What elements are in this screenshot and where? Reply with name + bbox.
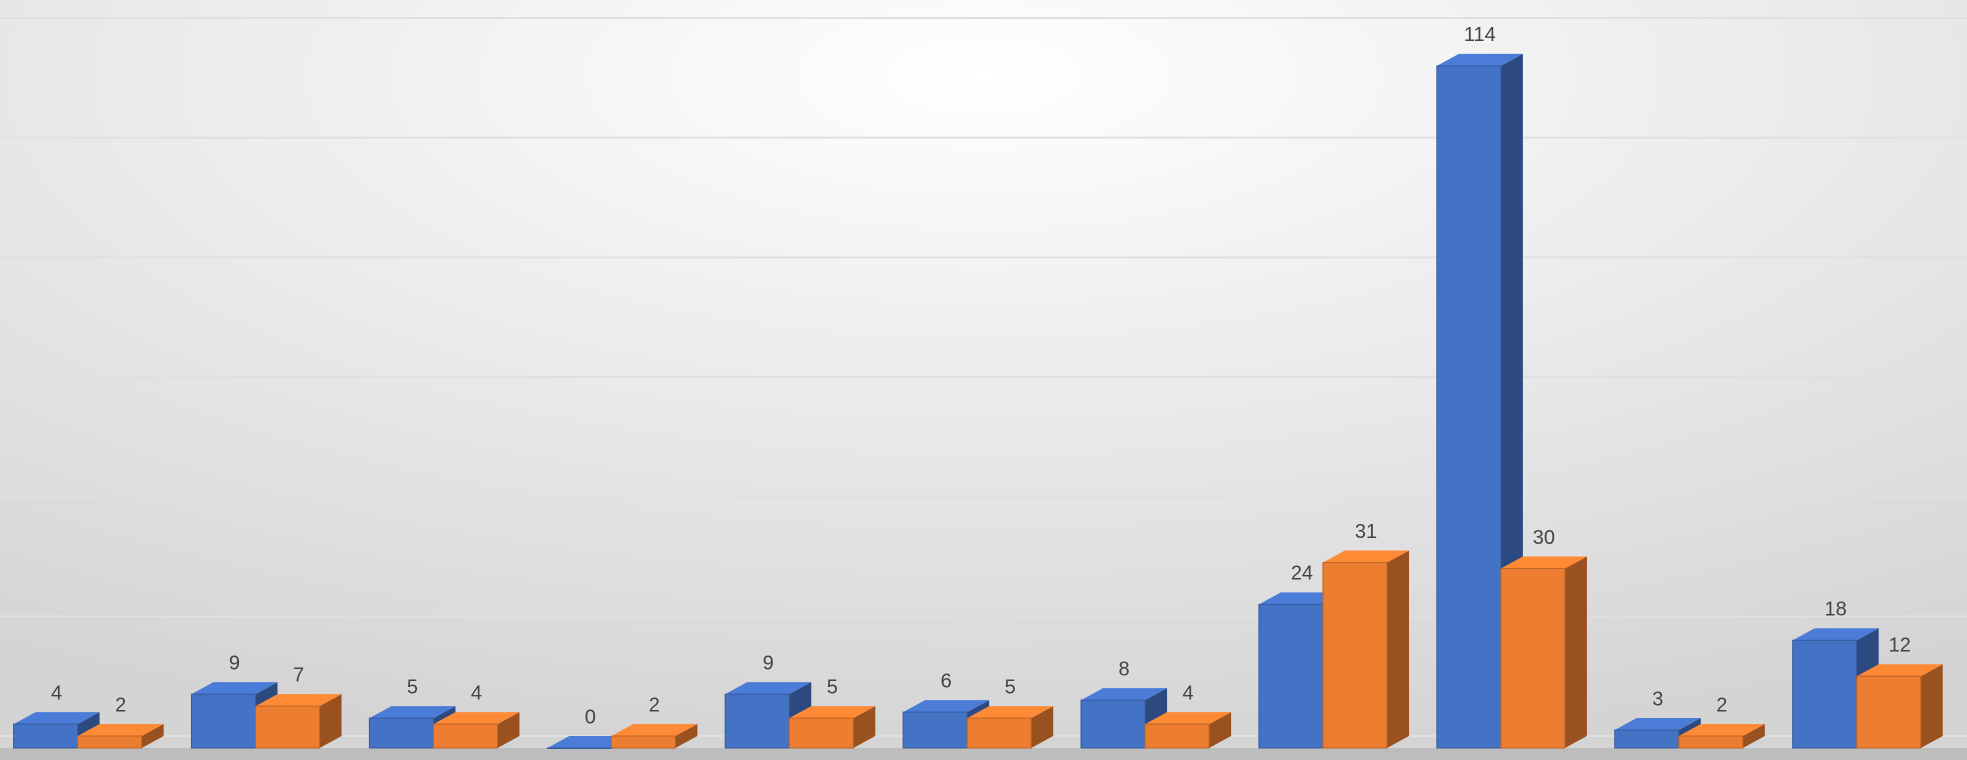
bar-top	[1436, 53, 1523, 66]
data-label: 6	[941, 670, 952, 692]
bar	[77, 735, 143, 749]
data-label: 0	[585, 706, 596, 728]
bar	[1856, 675, 1922, 749]
bar	[1144, 723, 1210, 749]
data-label: 31	[1355, 521, 1377, 543]
bar-side	[141, 724, 164, 748]
data-label: 4	[1183, 682, 1194, 704]
data-label: 7	[293, 664, 304, 686]
bar-side	[1387, 550, 1410, 748]
bar-side	[853, 706, 876, 748]
bar-top	[611, 724, 698, 737]
bar-top	[433, 712, 520, 725]
bar-top	[1678, 724, 1765, 737]
bar	[1322, 562, 1388, 749]
bar	[368, 717, 434, 749]
data-label: 2	[649, 694, 660, 716]
data-label: 5	[407, 676, 418, 698]
bar-top	[1500, 556, 1587, 569]
bar	[1258, 603, 1324, 749]
bar-side	[319, 694, 342, 748]
bar-top	[77, 724, 164, 737]
bar	[432, 723, 498, 749]
bar-top	[255, 694, 342, 707]
data-label: 24	[1291, 563, 1313, 585]
bar	[1080, 699, 1146, 749]
data-label: 30	[1533, 527, 1555, 549]
data-label: 12	[1889, 634, 1911, 656]
bar-side	[1920, 664, 1943, 748]
bar	[1614, 729, 1680, 749]
data-label: 4	[471, 682, 482, 704]
bar-top	[1792, 628, 1879, 641]
bar-top	[1145, 712, 1232, 725]
bar-top	[903, 700, 990, 713]
bar	[724, 693, 790, 749]
bar-side	[1564, 556, 1587, 748]
data-label: 2	[1716, 694, 1727, 716]
bar	[13, 723, 79, 749]
bar-side	[675, 724, 698, 748]
bar-top	[1081, 688, 1168, 701]
bar	[1436, 65, 1502, 749]
data-label: 3	[1652, 688, 1663, 710]
bar-top	[789, 706, 876, 719]
bar	[546, 747, 612, 749]
bar	[902, 711, 968, 749]
bar	[190, 693, 257, 749]
bar	[255, 705, 321, 749]
bar	[610, 735, 676, 749]
data-label: 5	[827, 676, 838, 698]
data-label: 5	[1005, 676, 1016, 698]
bar-top	[191, 682, 278, 695]
bar-top	[1614, 718, 1701, 731]
bar-top	[369, 706, 456, 719]
bar-side	[1742, 724, 1765, 748]
bar-top	[725, 682, 812, 695]
data-label: 8	[1118, 658, 1129, 680]
bar-top	[1856, 664, 1943, 677]
bar	[1500, 568, 1566, 749]
bar	[1792, 639, 1858, 749]
bar-side	[1031, 706, 1054, 748]
data-label: 4	[51, 682, 62, 704]
data-label: 9	[229, 652, 240, 674]
data-label: 2	[115, 694, 126, 716]
bar	[1678, 735, 1744, 749]
bar-top	[967, 706, 1054, 719]
floor	[0, 748, 1967, 760]
data-label: 9	[763, 652, 774, 674]
data-label: 18	[1825, 599, 1847, 621]
data-label: 114	[1464, 24, 1496, 46]
bar	[966, 717, 1032, 749]
bar-side	[1209, 712, 1232, 748]
bar-top	[13, 712, 100, 725]
bar-side	[497, 712, 520, 748]
bar-top	[1322, 550, 1410, 563]
bar	[788, 717, 854, 749]
